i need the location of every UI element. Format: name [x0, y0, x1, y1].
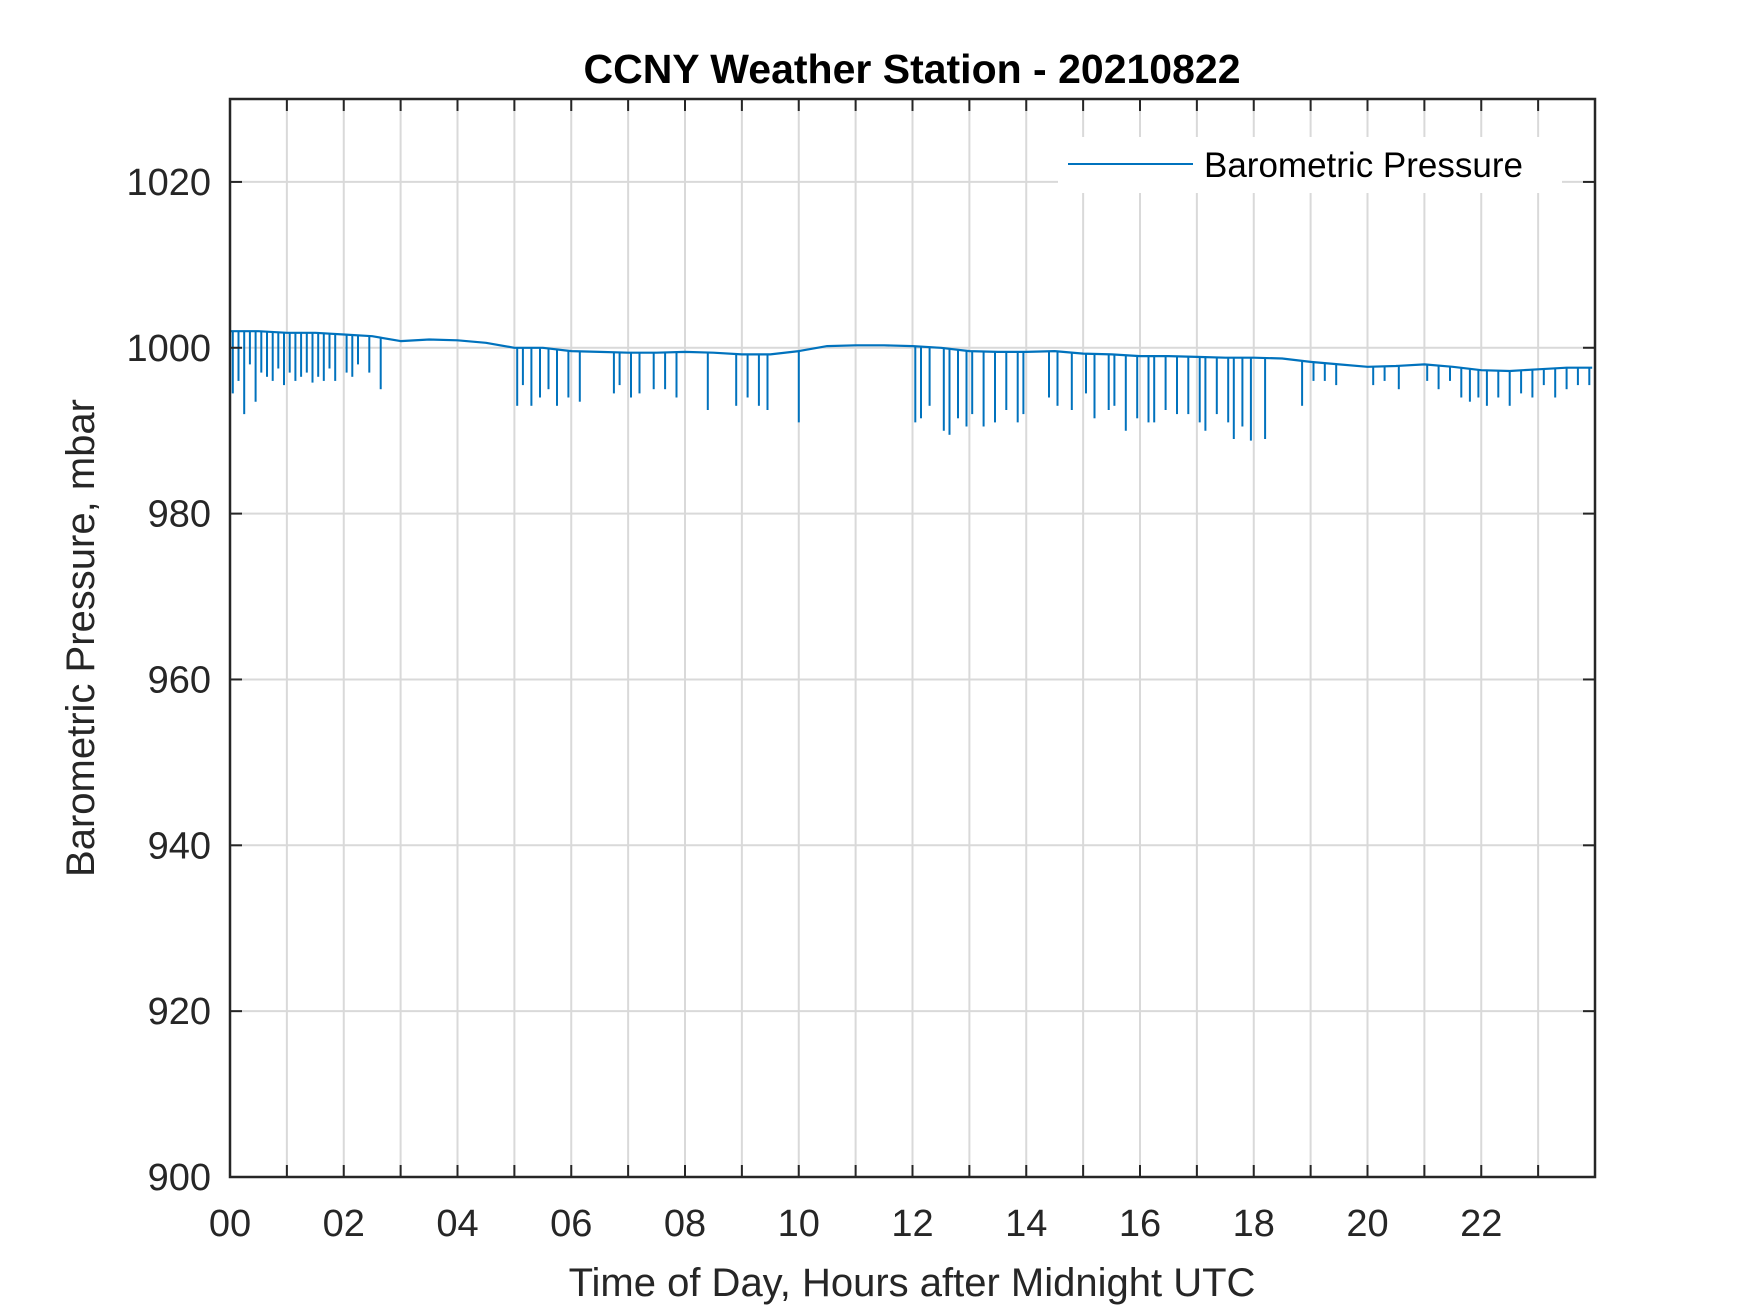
- x-tick-label: 02: [323, 1203, 365, 1245]
- ticks: [229, 99, 1596, 1178]
- series-line-baseline: [230, 330, 1593, 373]
- x-tick-label: 22: [1460, 1203, 1502, 1245]
- y-tick-label: 1000: [126, 328, 211, 370]
- legend-entry-barometric-pressure: Barometric Pressure: [1204, 146, 1523, 185]
- y-tick-label: 940: [148, 825, 211, 867]
- x-axis-label: Time of Day, Hours after Midnight UTC: [569, 1261, 1256, 1305]
- x-tick-label: 04: [436, 1203, 478, 1245]
- x-tick-label: 12: [891, 1203, 933, 1245]
- x-tick-label: 18: [1233, 1203, 1275, 1245]
- x-tick-label: 10: [778, 1203, 820, 1245]
- y-axis-label: Barometric Pressure, mbar: [59, 399, 103, 877]
- series-group: [230, 330, 1593, 441]
- tick-labels: 00 02 04 06 08 10 12 14 16 18 20 22 900 920 940 960 980 1…: [126, 162, 1502, 1245]
- y-tick-label: 900: [148, 1157, 211, 1199]
- x-tick-label: 16: [1119, 1203, 1161, 1245]
- x-tick-label: 20: [1346, 1203, 1388, 1245]
- y-tick-label: 980: [148, 494, 211, 536]
- x-tick-label: 00: [209, 1203, 251, 1245]
- x-tick-label: 14: [1005, 1203, 1047, 1245]
- legend: Barometric Pressure: [1058, 137, 1562, 193]
- y-tick-label: 1020: [126, 162, 211, 204]
- x-tick-label: 06: [550, 1203, 592, 1245]
- x-tick-label: 08: [664, 1203, 706, 1245]
- chart-title: CCNY Weather Station - 20210822: [583, 46, 1240, 92]
- y-tick-label: 960: [148, 659, 211, 701]
- y-tick-label: 920: [148, 991, 211, 1033]
- grid: [230, 99, 1595, 1177]
